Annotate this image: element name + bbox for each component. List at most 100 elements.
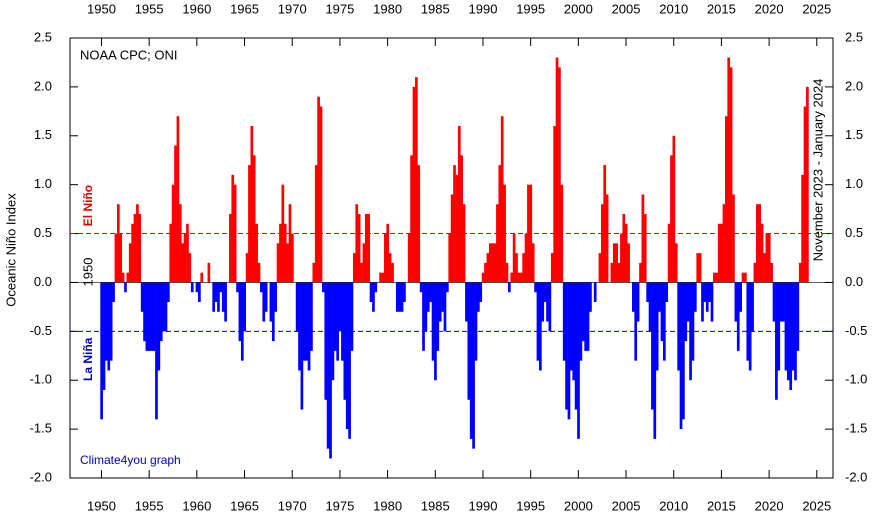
bar <box>696 253 700 283</box>
bar <box>369 282 373 302</box>
bar <box>443 282 447 332</box>
bar <box>631 282 635 312</box>
x-tick-label: 1985 <box>421 498 450 513</box>
bar <box>333 282 337 351</box>
bar <box>434 282 437 381</box>
bar <box>338 282 342 332</box>
bar <box>200 272 204 283</box>
bar <box>693 282 697 312</box>
bar <box>620 233 623 283</box>
bar <box>722 204 726 283</box>
bar <box>212 282 216 312</box>
x-tick-label: 2015 <box>707 1 736 16</box>
bar <box>574 282 578 410</box>
bar <box>183 233 187 283</box>
x-tick-label: 2010 <box>659 1 688 16</box>
bar <box>326 282 330 449</box>
bar <box>760 223 764 283</box>
bar <box>415 77 418 283</box>
bar <box>298 282 301 371</box>
bar <box>460 155 464 283</box>
bar <box>798 262 802 283</box>
bar <box>345 282 349 430</box>
bar <box>579 282 583 361</box>
bar <box>164 282 168 332</box>
y-tick-label: 1.0 <box>34 176 52 191</box>
reference-label: La Niña <box>81 337 95 381</box>
bar <box>336 282 340 361</box>
bar <box>150 282 154 351</box>
bar <box>426 282 430 312</box>
bar <box>283 223 287 283</box>
bar <box>353 253 356 283</box>
bar <box>717 223 721 283</box>
bar <box>565 282 568 410</box>
bar <box>703 282 707 302</box>
bar <box>324 282 328 400</box>
bar <box>105 282 108 361</box>
bar <box>119 233 123 283</box>
bar <box>243 282 247 332</box>
bar <box>498 165 502 283</box>
bar <box>107 282 111 371</box>
bar <box>176 116 180 283</box>
bar <box>314 165 318 283</box>
bar <box>500 116 504 283</box>
bar <box>419 282 423 293</box>
bar <box>100 282 103 420</box>
bar <box>550 253 554 283</box>
bar <box>147 282 151 351</box>
bar <box>801 174 804 283</box>
bar <box>384 233 387 283</box>
y-tick-label: 0.0 <box>34 274 52 289</box>
x-tick-label: 1970 <box>278 1 307 16</box>
bar <box>388 253 392 283</box>
bar <box>496 204 499 283</box>
bar <box>181 243 185 283</box>
y-tick-label: 0.5 <box>845 225 863 240</box>
bar <box>624 223 628 283</box>
bar <box>250 126 254 283</box>
bar <box>555 57 559 283</box>
bar <box>789 282 793 390</box>
bar <box>255 223 258 283</box>
bar <box>217 282 220 312</box>
bar <box>155 282 158 420</box>
period-note: November 2023 - January 2024 <box>810 79 825 262</box>
bar <box>677 282 680 371</box>
bar <box>174 145 177 283</box>
x-tick-label: 1955 <box>135 1 164 16</box>
bar <box>190 282 194 293</box>
bar <box>450 194 454 283</box>
bar <box>367 214 371 283</box>
bar <box>639 262 642 283</box>
bar <box>169 223 173 283</box>
x-tick-label: 2020 <box>755 1 784 16</box>
bar <box>143 282 146 342</box>
bar <box>627 243 630 283</box>
bar <box>133 214 137 283</box>
bar <box>748 282 752 371</box>
x-tick-label: 1990 <box>469 498 498 513</box>
bar <box>605 194 609 283</box>
bar <box>720 223 723 283</box>
x-tick-label: 1950 <box>87 498 116 513</box>
bar <box>188 253 192 283</box>
bar <box>162 282 165 332</box>
bar <box>615 243 618 283</box>
bar <box>701 282 704 322</box>
bar <box>662 282 666 361</box>
bar <box>240 282 244 361</box>
bar <box>539 282 542 371</box>
bar <box>570 282 573 371</box>
bar <box>648 282 652 332</box>
bar <box>508 282 511 293</box>
y-tick-label: 0.5 <box>34 225 52 240</box>
bar <box>257 262 261 283</box>
y-tick-label: -0.5 <box>30 323 52 338</box>
bar <box>448 233 452 283</box>
bar <box>264 282 268 312</box>
bar <box>686 282 690 322</box>
bar <box>758 204 762 283</box>
bar <box>806 86 809 283</box>
